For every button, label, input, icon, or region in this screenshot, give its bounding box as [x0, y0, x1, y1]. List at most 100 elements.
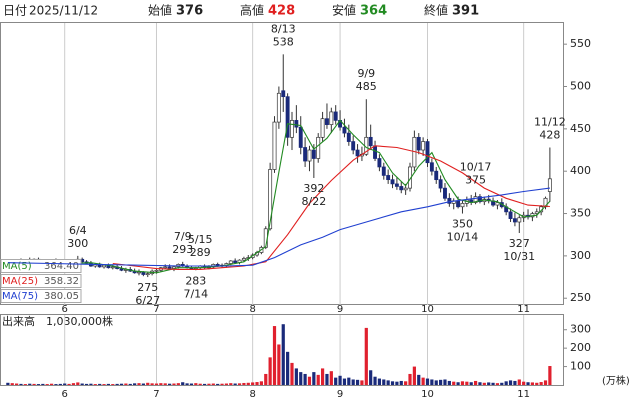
annotation-value: 275: [137, 281, 158, 294]
candle-body: [373, 145, 377, 159]
close: 391: [452, 4, 479, 19]
volume-bar: [167, 383, 172, 385]
volume-bar: [106, 383, 111, 385]
candle-body: [228, 260, 233, 264]
volume-bar: [216, 383, 220, 385]
annotation-value: 350: [452, 218, 473, 231]
volume-bar: [495, 383, 500, 385]
candle-body: [351, 141, 356, 151]
candle-body: [333, 111, 338, 121]
annotation-date: 8/13: [271, 22, 296, 35]
y-tick-label: 250: [570, 291, 591, 304]
annotation-value: 485: [356, 80, 377, 93]
volume-bar: [220, 383, 224, 385]
volume-bar: [508, 380, 513, 385]
x-tick-label: 8: [249, 389, 255, 400]
candle-body: [110, 266, 115, 269]
x-tick-label: 11: [517, 304, 530, 315]
candle-body: [233, 260, 238, 264]
candle-body: [316, 136, 321, 159]
volume-bar: [115, 383, 119, 385]
volume-bar: [80, 383, 84, 385]
annotation-date: 7/14: [183, 287, 208, 300]
volume-bar: [23, 384, 27, 385]
volume-bar: [154, 383, 159, 385]
volume-bar: [539, 382, 543, 385]
annotation-date: 11/12: [534, 115, 566, 128]
volume-bar: [89, 383, 93, 385]
volume-bar: [290, 362, 294, 385]
y-tick-label: 350: [570, 207, 591, 220]
volume-bar: [163, 383, 167, 385]
open-label: 始値: [148, 3, 172, 18]
volume-bar: [399, 380, 403, 385]
x-tick-label: 10: [421, 389, 434, 400]
candle-body: [429, 162, 434, 172]
annotation-date: 10/14: [447, 231, 479, 244]
volume-bar: [465, 381, 469, 385]
volume-bar: [233, 383, 237, 385]
annotation-value: 538: [273, 35, 294, 48]
volume-bar: [76, 382, 80, 385]
volume-bar: [522, 381, 526, 385]
volume-bar: [548, 366, 552, 385]
candle-body: [399, 186, 404, 191]
candle-body: [438, 179, 443, 189]
volume-bar: [202, 383, 207, 385]
volume-bar: [242, 382, 246, 385]
candle-body: [495, 202, 500, 206]
x-tick-label: 9: [337, 304, 343, 315]
legend-value: 358.32: [44, 276, 79, 287]
low-label: 安値: [332, 3, 356, 18]
annotation-value: 392: [303, 182, 324, 195]
candle-body: [311, 149, 316, 159]
volume-bar: [456, 382, 460, 385]
volume-bar: [98, 383, 102, 385]
annotation-value: 283: [185, 274, 206, 287]
volume-bar: [412, 366, 416, 385]
annotation-date: 6/27: [135, 294, 160, 307]
candle-body: [276, 92, 281, 123]
volume-bar: [460, 381, 465, 385]
candle-body: [342, 126, 347, 134]
volume-bar: [146, 382, 150, 385]
close-label: 終値: [424, 3, 448, 18]
volume-bar: [299, 372, 303, 385]
volume-bar: [434, 380, 438, 385]
volume-bar: [294, 368, 298, 385]
legend-name: MA(25): [2, 276, 38, 287]
candle-body: [307, 149, 312, 162]
volume-bar: [447, 380, 451, 385]
annotation-date: 5/15: [188, 233, 213, 246]
legend-value: 364.40: [44, 261, 79, 272]
volume-bar: [224, 383, 229, 385]
candle-body: [290, 120, 294, 138]
annotation-value: 428: [539, 128, 560, 141]
legend-box: [0, 289, 82, 303]
volume-bar: [307, 376, 312, 385]
volume-bar: [28, 383, 32, 385]
y-tick-label: 100: [570, 360, 591, 373]
volume-bar: [395, 381, 399, 385]
volume-bar: [54, 384, 58, 385]
high: 428: [268, 4, 295, 19]
candle-body: [154, 269, 159, 272]
annotation-date: 8/22: [301, 195, 326, 208]
candle-body: [281, 90, 286, 98]
annotation-value: 327: [509, 237, 530, 250]
candle-body: [460, 203, 465, 208]
candle-body: [285, 96, 290, 138]
volume-bar: [189, 383, 194, 385]
volume-bar: [355, 379, 360, 385]
candle-body: [534, 211, 539, 214]
candle-body: [320, 118, 325, 138]
candle-body: [102, 264, 106, 268]
volume-bar: [517, 379, 521, 385]
volume-bar: [364, 327, 368, 385]
candle-body: [355, 149, 360, 157]
candle-body: [377, 158, 382, 168]
volume-bar: [329, 371, 333, 385]
volume-bar: [404, 381, 408, 385]
volume-bar: [513, 380, 517, 385]
volume-bar: [430, 379, 434, 385]
